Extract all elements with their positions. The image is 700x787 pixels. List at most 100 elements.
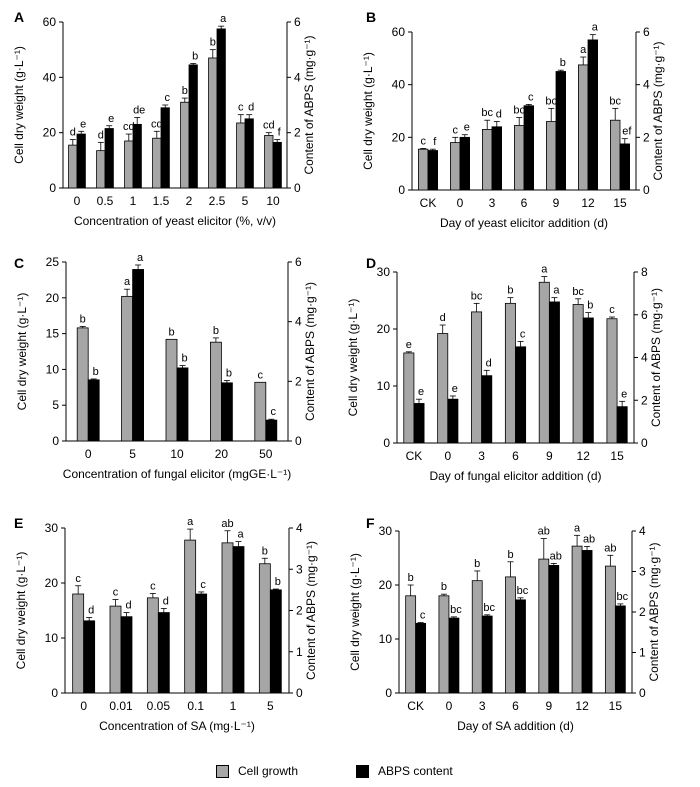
bar-abps [448, 617, 460, 694]
sig-label-cell-growth: a [580, 44, 587, 56]
sig-label-abps: ab [550, 550, 562, 562]
sig-label-cell-growth: c [420, 135, 426, 147]
bar-cell-growth [571, 545, 583, 694]
bar-abps [523, 105, 535, 191]
x-tick-label: 0 [80, 699, 87, 713]
sig-label-abps: f [278, 127, 282, 139]
sig-label-cell-growth: ab [604, 542, 616, 554]
bar-cell-growth [610, 119, 621, 191]
y2-tick-label: 4 [639, 524, 646, 538]
sig-label-cell-growth: b [168, 326, 174, 338]
x-tick-label: 1 [130, 194, 137, 208]
sig-label-cell-growth: b [210, 37, 216, 49]
y-tick-label: 30 [45, 521, 59, 535]
sig-label-cell-growth: b [182, 85, 188, 97]
bar-cell-growth [124, 140, 134, 189]
bar-cell-growth [604, 565, 616, 694]
x-tick-label: 5 [267, 699, 274, 713]
sig-label-cell-growth: c [75, 573, 81, 585]
y2-tick-label: 1 [639, 646, 646, 660]
y2-tick-label: 3 [296, 562, 303, 576]
sig-label-cell-growth: b [474, 558, 480, 570]
sig-label-abps: bc [517, 585, 529, 597]
bar-abps [244, 118, 254, 189]
y-tick-label: 0 [398, 183, 405, 197]
sig-label-cell-growth: a [541, 264, 548, 276]
sig-label-abps: e [621, 388, 627, 400]
y-tick-label: 15 [46, 327, 60, 341]
x-tick-label: 15 [610, 449, 624, 463]
y2-tick-label: 2 [295, 374, 302, 388]
bar-abps [272, 141, 282, 189]
bar-cell-growth [146, 597, 159, 694]
sig-label-cell-growth: b [441, 581, 447, 593]
bar-cell-growth [514, 125, 525, 191]
sig-label-abps: b [192, 51, 198, 63]
sig-label-abps: e [108, 113, 114, 125]
bar-abps [587, 39, 599, 191]
bar-cell-growth [504, 302, 516, 444]
sig-label-cell-growth: cd [151, 118, 163, 130]
bar-cell-growth [264, 135, 274, 189]
sig-label-abps: d [125, 600, 131, 612]
y2-tick-label: 1 [296, 645, 303, 659]
bar-cell-growth [152, 137, 162, 189]
bar-abps [220, 382, 233, 442]
y-tick-label: 20 [46, 291, 60, 305]
bar-abps [447, 398, 459, 444]
sig-label-abps: ab [583, 533, 595, 545]
sig-label-cell-growth: c [452, 124, 458, 136]
panel-letter: A [14, 9, 24, 25]
y-tick-label: 40 [43, 70, 57, 84]
y-tick-label: 0 [383, 436, 390, 450]
y2-tick-label: 8 [641, 265, 648, 279]
bar-abps [614, 605, 626, 694]
bar-abps [195, 593, 208, 694]
y2-tick-label: 2 [641, 393, 648, 407]
bar-abps [481, 615, 493, 694]
x-tick-label: 3 [489, 196, 496, 210]
sig-label-abps: a [237, 529, 244, 541]
sig-label-cell-growth: b [408, 572, 414, 584]
y2-tick-label: 6 [295, 255, 302, 269]
bar-cell-growth [449, 142, 461, 191]
x-tick-label: 9 [546, 449, 553, 463]
x-tick-label: 15 [609, 699, 623, 713]
bar-abps [459, 136, 471, 191]
sig-label-cell-growth: c [150, 580, 156, 592]
bar-cell-growth [72, 593, 85, 694]
x-tick-label: 12 [581, 196, 595, 210]
x-tick-label: 0.1 [187, 699, 204, 713]
bar-cell-growth [121, 295, 133, 442]
x-axis-title: Concentration of SA (mg·L⁻¹) [99, 719, 255, 733]
y2-tick-label: 2 [643, 130, 650, 144]
y2-axis-title: Content of ABPS (mg·g⁻¹) [651, 41, 665, 180]
y2-tick-label: 3 [639, 565, 646, 579]
sig-label-abps: c [520, 328, 526, 340]
y2-axis-title: Content of ABPS (mg·g⁻¹) [303, 282, 317, 421]
sig-label-abps: de [133, 104, 145, 116]
bar-cell-growth [471, 580, 483, 694]
y-tick-label: 60 [392, 25, 406, 39]
bar-abps [160, 107, 170, 189]
x-tick-label: 10 [266, 194, 280, 208]
x-axis-title: Concentration of yeast elicitor (%, v/v) [74, 214, 276, 228]
bar-abps [269, 589, 282, 694]
y2-axis-title: Content of ABPS (mg·g⁻¹) [304, 541, 318, 680]
y-tick-label: 5 [52, 398, 59, 412]
sig-label-cell-growth: cd [263, 120, 275, 132]
bar-abps [157, 612, 170, 694]
y-axis-title: Cell dry weight (g·L⁻¹) [361, 52, 375, 170]
sig-label-abps: d [486, 357, 492, 369]
bar-cell-growth [209, 341, 222, 442]
bar-cell-growth [505, 576, 516, 694]
bar-abps [515, 599, 526, 694]
sig-label-cell-growth: d [440, 312, 446, 324]
sig-label-abps: b [181, 353, 187, 365]
y-tick-label: 20 [377, 322, 391, 336]
bar-abps [415, 622, 427, 694]
bar-abps [413, 403, 425, 444]
